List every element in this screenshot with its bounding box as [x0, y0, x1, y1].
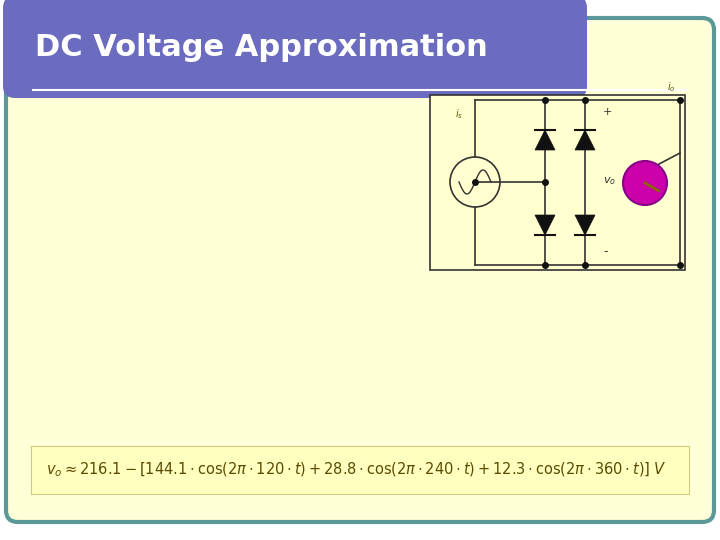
Text: $v_o$: $v_o$ [603, 175, 616, 187]
Polygon shape [535, 215, 555, 235]
Text: DC Voltage Approximation: DC Voltage Approximation [35, 32, 487, 62]
Text: -: - [603, 245, 608, 258]
Text: $i_s$: $i_s$ [455, 107, 463, 121]
Polygon shape [535, 130, 555, 150]
Polygon shape [575, 130, 595, 150]
FancyBboxPatch shape [6, 18, 714, 522]
FancyBboxPatch shape [3, 0, 587, 98]
Text: +: + [603, 107, 613, 117]
Text: $v_o \approx 216.1 - [144.1 \cdot \cos(2\pi \cdot 120 \cdot t) + 28.8 \cdot \cos: $v_o \approx 216.1 - [144.1 \cdot \cos(2… [46, 461, 666, 479]
Circle shape [623, 161, 667, 205]
FancyBboxPatch shape [31, 446, 689, 494]
Text: $i_o$: $i_o$ [667, 80, 675, 94]
Polygon shape [575, 215, 595, 235]
FancyBboxPatch shape [430, 95, 685, 270]
